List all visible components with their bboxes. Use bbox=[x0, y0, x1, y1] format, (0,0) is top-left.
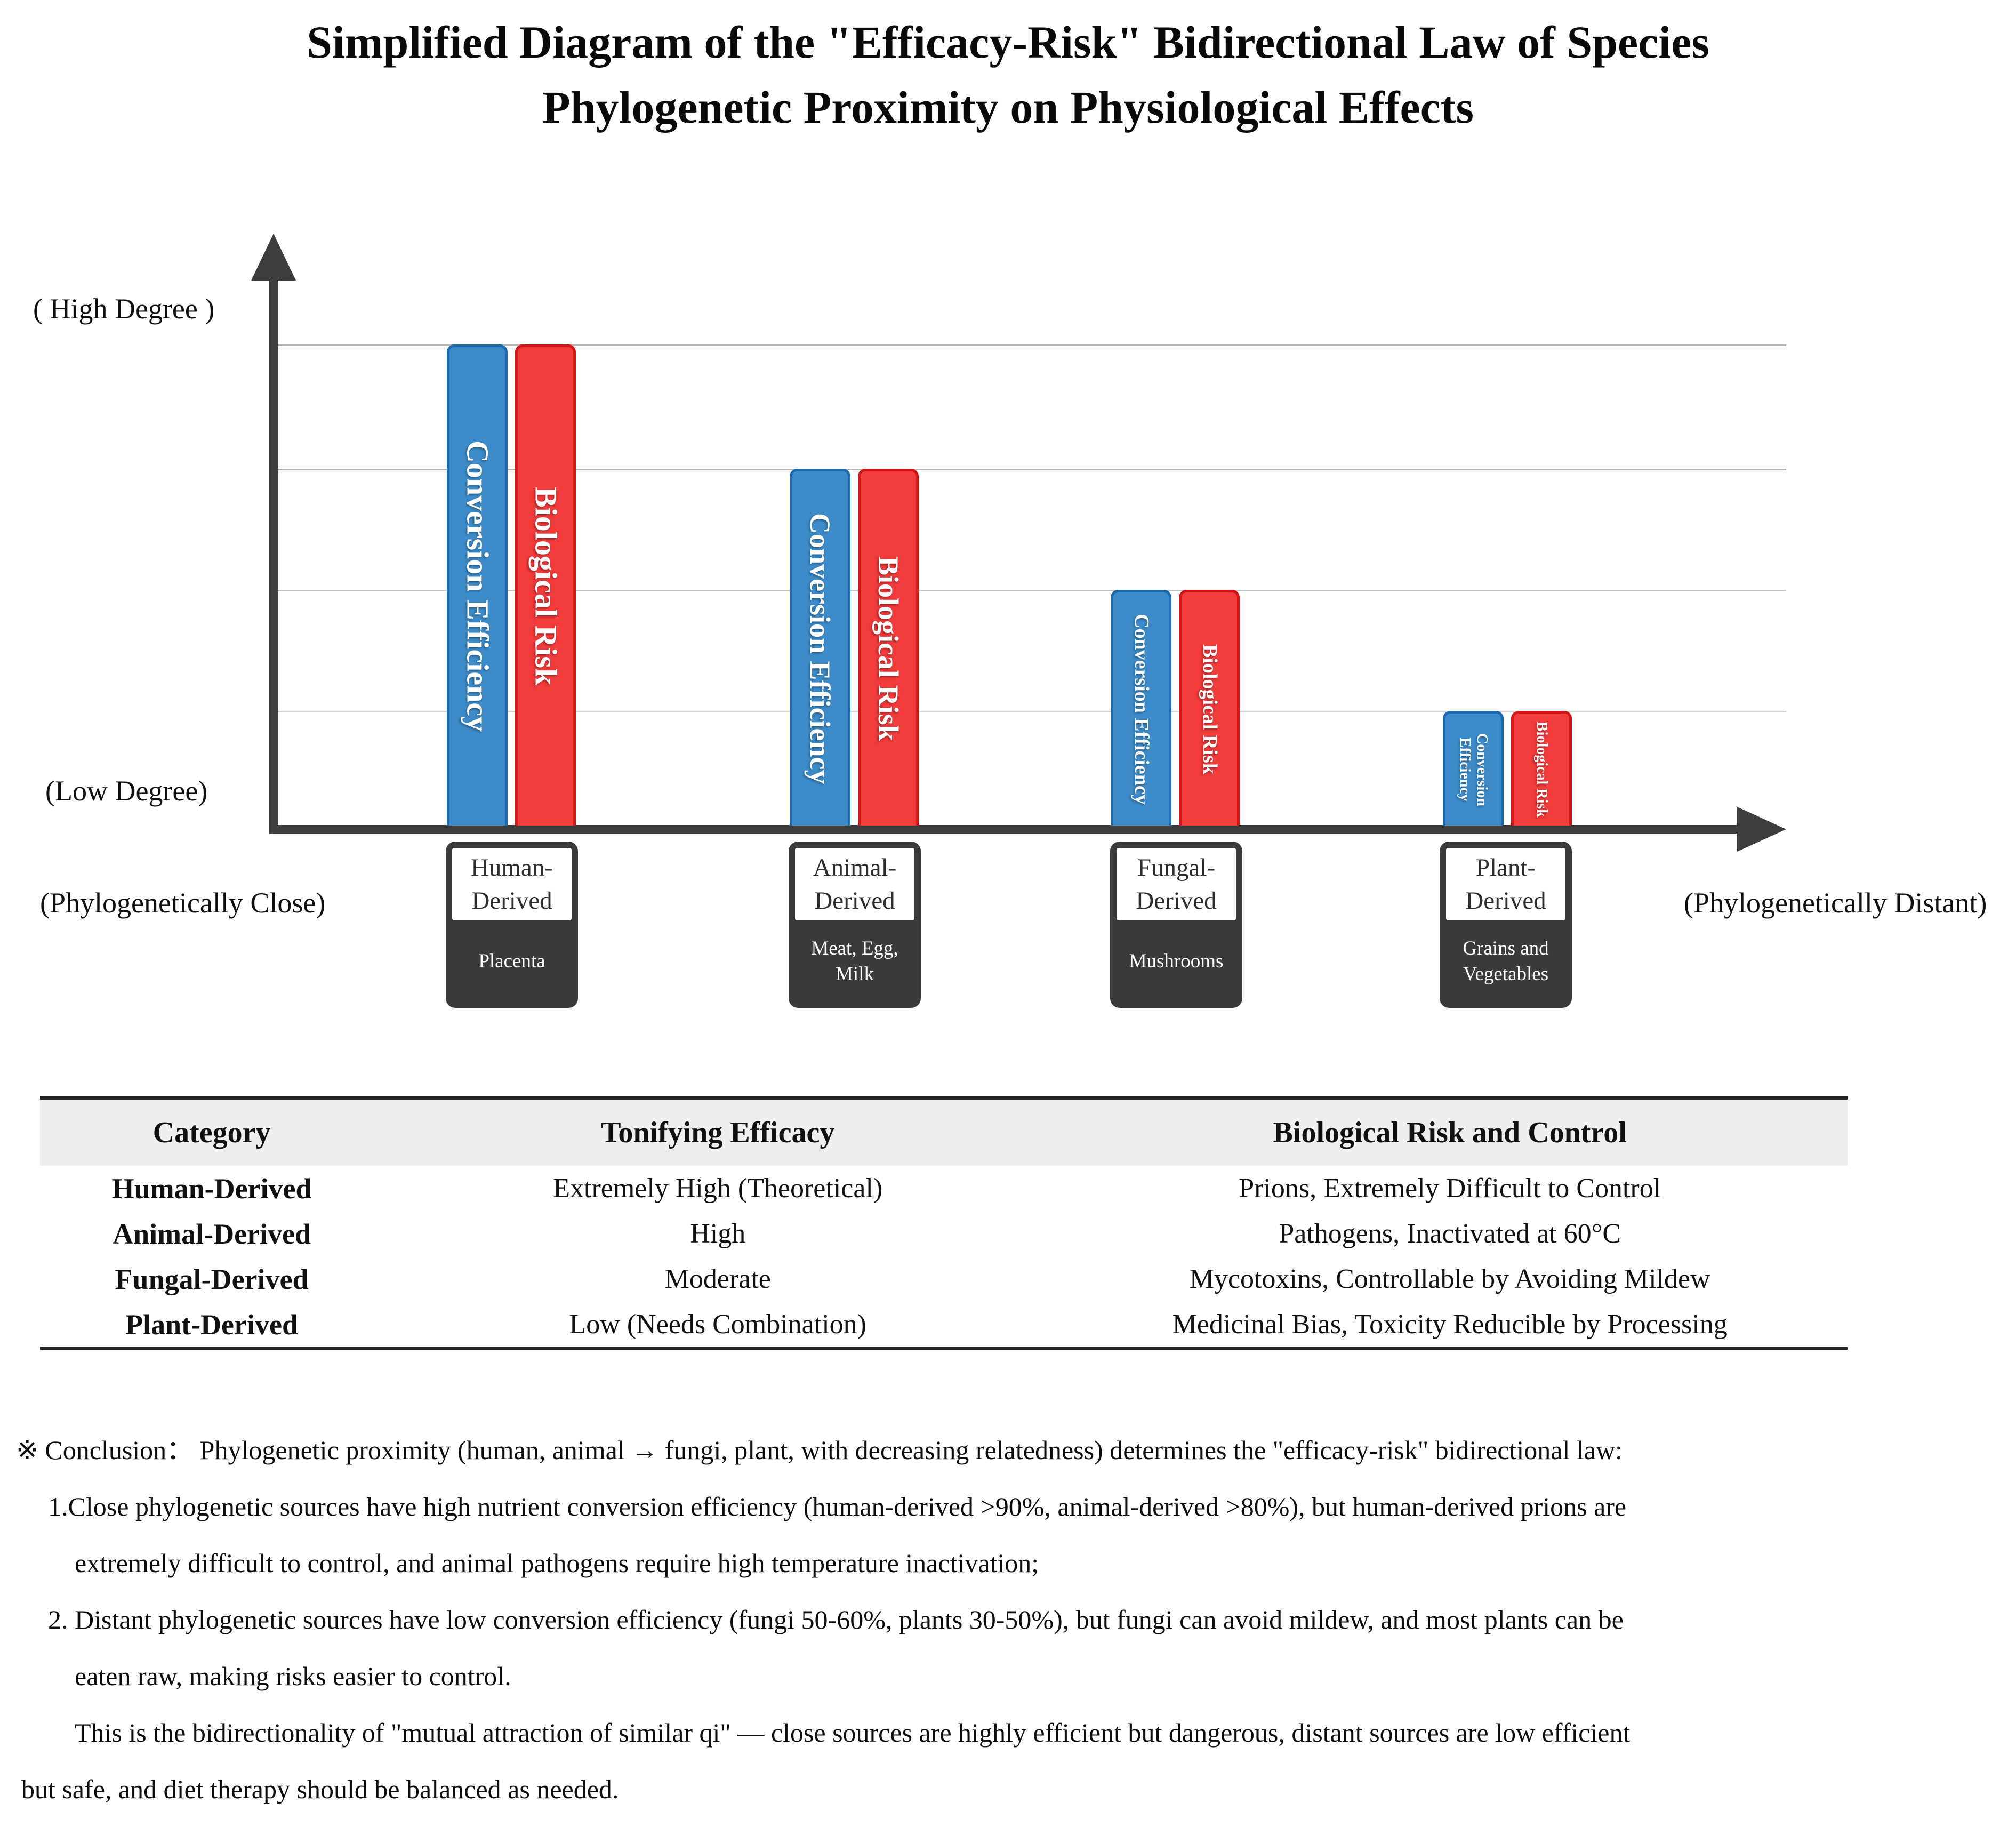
bar-animal-biological-risk: Biological Risk bbox=[858, 469, 919, 826]
y-axis-arrow-up-icon bbox=[251, 234, 296, 281]
table-cell-category: Animal-Derived bbox=[113, 1217, 311, 1250]
table-cell-category: Fungal-Derived bbox=[115, 1263, 309, 1295]
table-header-category: Category bbox=[152, 1116, 271, 1149]
conclusion: ※ Conclusion： Phylogenetic proximity (hu… bbox=[16, 1422, 2005, 1817]
bar-label: Conversion Efficiency bbox=[1457, 733, 1491, 806]
category-example-text: Placenta bbox=[478, 950, 545, 972]
title-line-1: Simplified Diagram of the "Efficacy-Risk… bbox=[307, 17, 1709, 68]
category-name-text: Animal-Derived bbox=[813, 854, 897, 915]
bar-label: Biological Risk bbox=[1533, 722, 1551, 818]
bar-label: Conversion Efficiency bbox=[804, 512, 837, 784]
gridline-level-1 bbox=[278, 711, 1786, 712]
page-title: Simplified Diagram of the "Efficacy-Risk… bbox=[0, 10, 2016, 140]
conclusion-line: eaten raw, making risks easier to contro… bbox=[75, 1661, 511, 1691]
table-header-risk: Biological Risk and Control bbox=[1273, 1116, 1627, 1149]
category-box-fungal: Fungal-Derived Mushrooms bbox=[1110, 842, 1242, 1008]
table-header-row: Category Tonifying Efficacy Biological R… bbox=[40, 1100, 1848, 1166]
category-name-text: Fungal-Derived bbox=[1136, 854, 1217, 915]
category-example: Meat, Egg, Milk bbox=[795, 920, 914, 1003]
category-example: Mushrooms bbox=[1117, 920, 1236, 1003]
bar-label: Conversion Efficiency bbox=[1130, 613, 1153, 805]
y-axis-line bbox=[269, 275, 278, 832]
category-name: Animal-Derived bbox=[795, 848, 914, 920]
table-row: Fungal-Derived Moderate Mycotoxins, Cont… bbox=[40, 1256, 1848, 1302]
category-box-plant: Plant-Derived Grains and Vegetables bbox=[1440, 842, 1572, 1008]
x-axis-close-label: (Phylogenetically Close) bbox=[40, 887, 326, 919]
bar-label: Biological Risk bbox=[1198, 644, 1221, 774]
bar-label: Biological Risk bbox=[872, 556, 905, 741]
bar-label: Conversion Efficiency bbox=[460, 440, 495, 732]
table-row: Animal-Derived High Pathogens, Inactivat… bbox=[40, 1211, 1848, 1256]
category-example-text: Mushrooms bbox=[1129, 950, 1224, 972]
gridline-level-2 bbox=[278, 590, 1786, 591]
conclusion-line: 1.Close phylogenetic sources have high n… bbox=[48, 1492, 1627, 1521]
bar-plant-conversion-efficiency: Conversion Efficiency bbox=[1443, 711, 1504, 826]
y-axis-high-label: ( High Degree ) bbox=[33, 293, 215, 325]
bar-animal-conversion-efficiency: Conversion Efficiency bbox=[790, 469, 850, 826]
table-cell-efficacy: Low (Needs Combination) bbox=[569, 1309, 866, 1340]
bar-fungal-biological-risk: Biological Risk bbox=[1179, 590, 1240, 826]
table-cell-risk: Medicinal Bias, Toxicity Reducible by Pr… bbox=[1172, 1309, 1728, 1340]
bar-human-biological-risk: Biological Risk bbox=[515, 344, 576, 826]
table-row: Human-Derived Extremely High (Theoretica… bbox=[40, 1166, 1848, 1211]
category-box-human: Human-Derived Placenta bbox=[446, 842, 578, 1008]
x-axis-arrow-right-icon bbox=[1737, 807, 1786, 852]
category-box-animal: Animal-Derived Meat, Egg, Milk bbox=[789, 842, 921, 1008]
table-cell-efficacy: Moderate bbox=[664, 1264, 771, 1294]
table-cell-risk: Pathogens, Inactivated at 60°C bbox=[1279, 1219, 1621, 1249]
category-example-text: Meat, Egg, Milk bbox=[811, 937, 898, 985]
gridline-level-4 bbox=[278, 344, 1786, 346]
table-cell-category: Human-Derived bbox=[111, 1172, 312, 1205]
category-name: Human-Derived bbox=[452, 848, 572, 920]
summary-table: Category Tonifying Efficacy Biological R… bbox=[40, 1096, 1848, 1350]
table-cell-risk: Prions, Extremely Difficult to Control bbox=[1239, 1173, 1661, 1204]
table-header-efficacy: Tonifying Efficacy bbox=[601, 1116, 835, 1149]
bar-fungal-conversion-efficiency: Conversion Efficiency bbox=[1111, 590, 1171, 826]
category-name: Plant-Derived bbox=[1446, 848, 1565, 920]
table-cell-risk: Mycotoxins, Controllable by Avoiding Mil… bbox=[1189, 1264, 1710, 1294]
efficacy-risk-chart: ( High Degree ) (Low Degree) (Phylogenet… bbox=[33, 234, 1987, 1008]
table-cell-efficacy: High bbox=[690, 1219, 746, 1249]
category-name-text: Plant-Derived bbox=[1465, 854, 1546, 915]
gridline-level-3 bbox=[278, 469, 1786, 470]
y-axis-low-label: (Low Degree) bbox=[45, 775, 208, 807]
category-example-text: Grains and Vegetables bbox=[1463, 937, 1549, 985]
x-axis-line bbox=[269, 825, 1741, 834]
table-cell-category: Plant-Derived bbox=[125, 1308, 298, 1341]
conclusion-line: 2. Distant phylogenetic sources have low… bbox=[48, 1605, 1624, 1634]
bar-label: Biological Risk bbox=[528, 487, 564, 686]
conclusion-line: but safe, and diet therapy should be bal… bbox=[21, 1774, 619, 1804]
table-cell-efficacy: Extremely High (Theoretical) bbox=[553, 1173, 883, 1204]
conclusion-line: ※ Conclusion： Phylogenetic proximity (hu… bbox=[16, 1435, 1623, 1465]
category-example: Placenta bbox=[452, 920, 572, 1003]
conclusion-line: extremely difficult to control, and anim… bbox=[75, 1548, 1039, 1578]
title-line-2: Phylogenetic Proximity on Physiological … bbox=[542, 82, 1474, 133]
bar-human-conversion-efficiency: Conversion Efficiency bbox=[447, 344, 508, 826]
category-name-text: Human-Derived bbox=[470, 854, 553, 915]
x-axis-distant-label: (Phylogenetically Distant) bbox=[1684, 887, 1987, 919]
category-name: Fungal-Derived bbox=[1117, 848, 1236, 920]
bar-plant-biological-risk: Biological Risk bbox=[1511, 711, 1572, 826]
conclusion-line: This is the bidirectionality of "mutual … bbox=[75, 1718, 1631, 1748]
table-row: Plant-Derived Low (Needs Combination) Me… bbox=[40, 1302, 1848, 1347]
category-example: Grains and Vegetables bbox=[1446, 920, 1565, 1003]
